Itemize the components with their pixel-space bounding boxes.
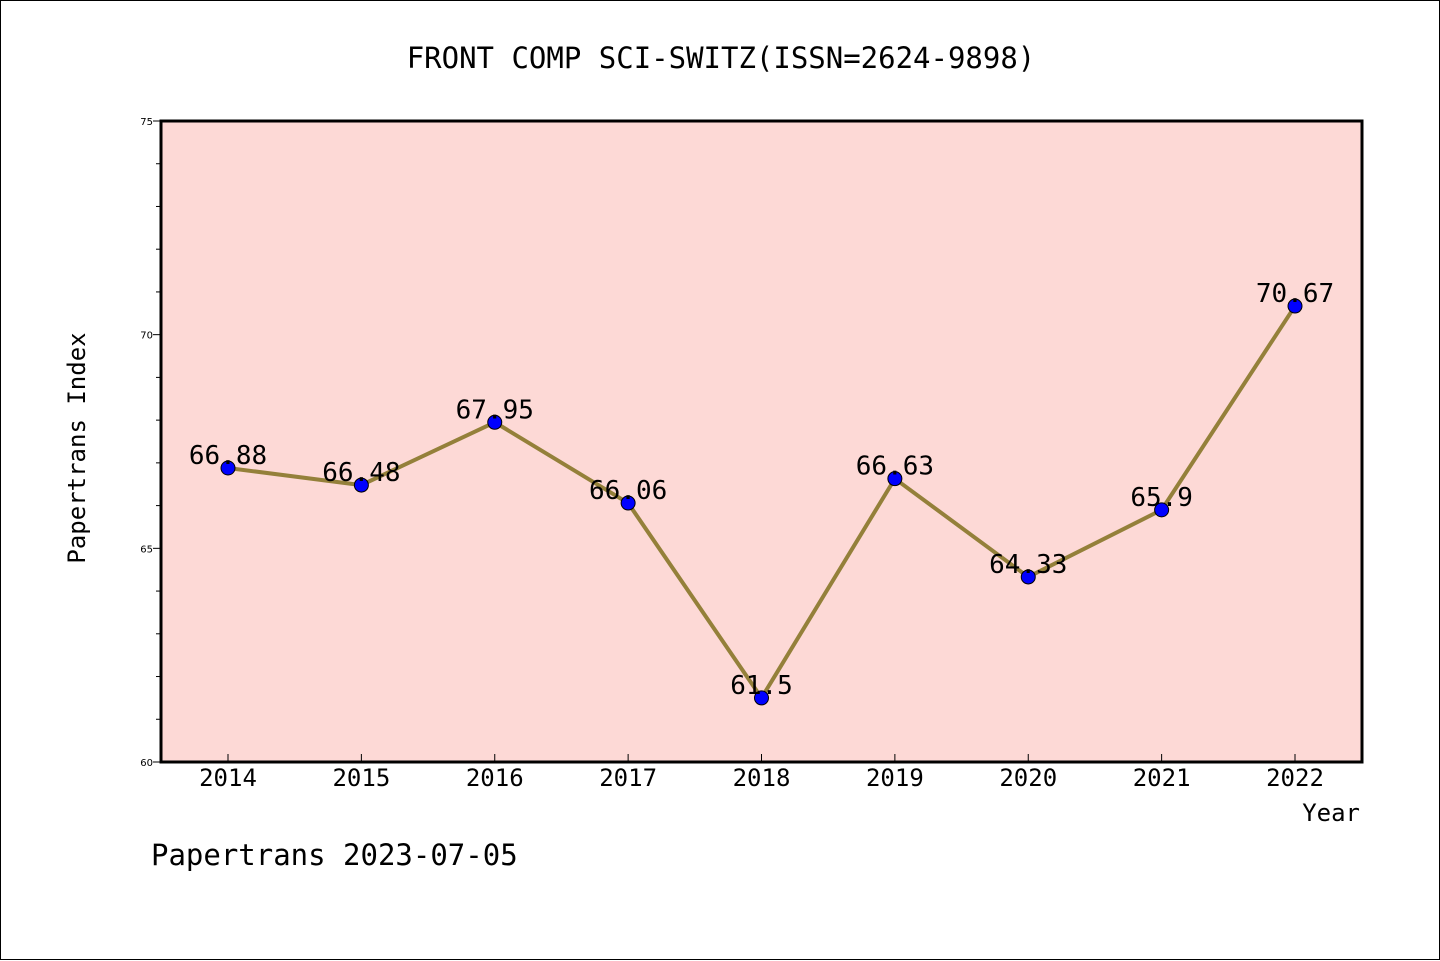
series-markers: [220, 298, 1303, 706]
data-label: 65.9: [1130, 483, 1193, 513]
data-label: 66.48: [322, 458, 400, 488]
data-point: [353, 477, 369, 493]
x-tick-label: 2017: [599, 764, 657, 792]
chart-title: FRONT COMP SCI-SWITZ(ISSN=2624-9898): [407, 41, 1036, 75]
plot-area: [159, 119, 1364, 764]
y-axis: 60 65 70 75: [140, 117, 161, 769]
y-tick-label: 60: [140, 758, 153, 769]
y-axis-label: Papertrans Index: [63, 332, 91, 563]
data-point: [1287, 298, 1303, 314]
data-label: 66.06: [589, 476, 667, 506]
data-label: 70.67: [1256, 279, 1334, 309]
data-point: [620, 495, 636, 511]
x-tick-label: 2014: [199, 764, 257, 792]
y-tick-label: 65: [140, 544, 153, 555]
y-tick-label: 70: [140, 331, 153, 342]
data-label: 66.88: [189, 441, 267, 471]
x-tick-label: 2016: [466, 764, 524, 792]
data-point: [887, 471, 903, 487]
x-tick-label: 2019: [866, 764, 924, 792]
x-tick-label: 2021: [1133, 764, 1191, 792]
x-tick-label: 2015: [332, 764, 390, 792]
y-tick-label: 75: [140, 117, 153, 128]
x-tick-label: 2020: [999, 764, 1057, 792]
footer-text: Papertrans 2023-07-05: [151, 838, 518, 872]
data-point: [754, 690, 769, 706]
data-point: [220, 460, 236, 476]
data-point: [1154, 502, 1170, 518]
x-axis: 2014 2015 2016 2017 2018 2019 2020 2021 2022: [199, 754, 1324, 792]
data-point: [487, 414, 503, 430]
x-axis-label: Year: [1302, 799, 1360, 827]
data-label: 64.33: [989, 550, 1067, 580]
data-labels: 66.88 66.48 67.95 66.06 61.5 66.63 64.33 65.9 70…: [189, 279, 1334, 701]
data-label: 66.63: [856, 452, 934, 482]
data-label: 67.95: [456, 395, 534, 425]
data-label: 61.5: [730, 671, 793, 701]
x-tick-label: 2018: [733, 764, 791, 792]
x-tick-label: 2022: [1266, 764, 1324, 792]
data-point: [1020, 569, 1036, 585]
